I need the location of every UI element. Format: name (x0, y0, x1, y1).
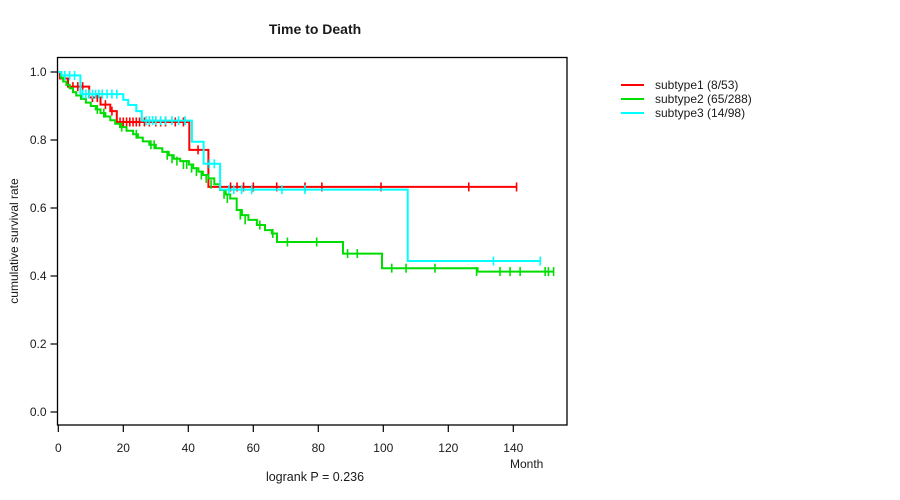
legend-line-swatch (621, 112, 644, 114)
survival-curve-subtype2 (58, 71, 554, 273)
y-tick-label: 1.0 (30, 65, 47, 79)
y-tick-label: 0.2 (30, 337, 47, 351)
x-tick-label: 20 (117, 441, 131, 455)
y-tick-label: 0.0 (30, 405, 47, 419)
legend-item-subtype2: subtype2 (65/288) (621, 92, 752, 106)
x-tick-label: 120 (438, 441, 458, 455)
legend-line-swatch (621, 98, 644, 100)
survival-curve-subtype3 (58, 71, 541, 262)
x-tick-label: 100 (373, 441, 393, 455)
x-tick-label: 0 (55, 441, 62, 455)
legend-label: subtype2 (65/288) (655, 92, 752, 106)
legend: subtype1 (8/53) subtype2 (65/288) subtype3… (621, 78, 752, 120)
x-tick-label: 140 (503, 441, 523, 455)
legend-label: subtype1 (8/53) (655, 78, 739, 92)
x-tick-label: 60 (247, 441, 261, 455)
chart-title: Time to Death (268, 21, 362, 37)
y-tick-label: 0.4 (30, 269, 47, 283)
logrank-pvalue: logrank P = 0.236 (265, 470, 365, 484)
y-tick-label: 0.8 (30, 133, 47, 147)
legend-label: subtype3 (14/98) (655, 106, 746, 120)
y-tick-label: 0.6 (30, 201, 47, 215)
legend-item-subtype1: subtype1 (8/53) (621, 78, 752, 92)
plot-box (56, 56, 568, 426)
x-axis-label: Month (510, 457, 544, 471)
legend-item-subtype3: subtype3 (14/98) (621, 106, 752, 120)
x-tick-label: 40 (182, 441, 196, 455)
legend-line-swatch (621, 84, 644, 86)
x-tick-label: 80 (312, 441, 326, 455)
